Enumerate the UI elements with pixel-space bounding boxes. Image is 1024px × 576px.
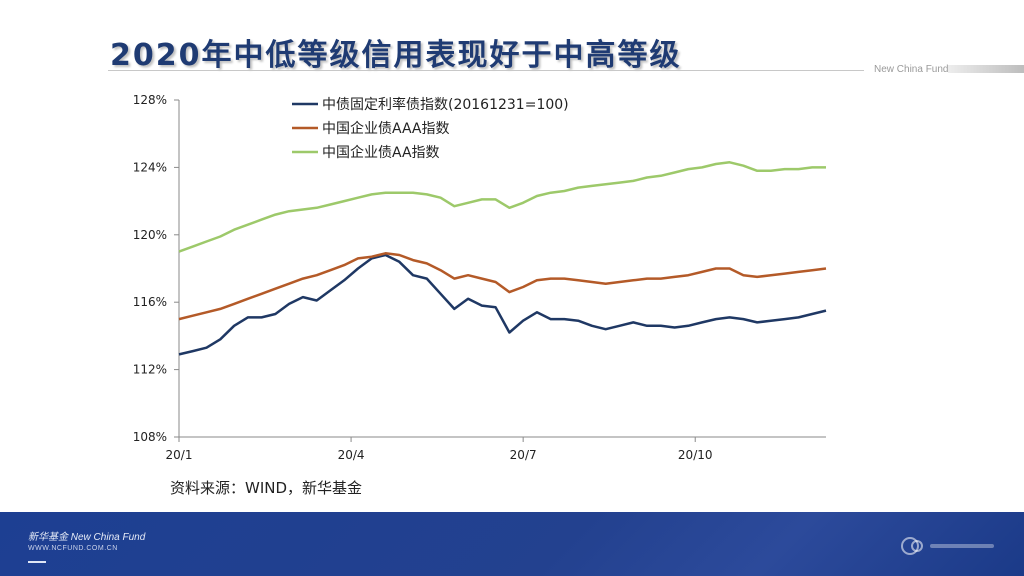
y-tick-label: 120% <box>133 228 167 242</box>
legend-label-1: 中债固定利率债指数(20161231=100) <box>322 96 569 113</box>
footer-dash <box>28 561 46 563</box>
y-tick-label: 108% <box>133 430 167 444</box>
brand-tag: New China Fund <box>874 64 949 75</box>
brand-tag-bar <box>948 65 1024 73</box>
footer-brand: 新华基金 New China Fund <box>28 532 146 543</box>
chart-series <box>178 161 827 356</box>
line-chart: 108% 112% 116% 120% 124% 128% 20/1 20/4 20/7 20/1… <box>133 93 827 462</box>
chart-legend: 中债固定利率债指数(20161231=100) 中国企业债AAA指数中国企业债AA… <box>292 96 569 161</box>
y-tick-label: 128% <box>133 93 167 107</box>
x-tick-label: 20/4 <box>338 448 365 462</box>
x-tick-label: 20/10 <box>678 448 713 462</box>
y-tick-label: 116% <box>133 295 167 309</box>
watermark-icon <box>901 537 994 555</box>
y-tick-label: 112% <box>133 363 167 377</box>
footer-bar: 新华基金 New China Fund WWW.NCFUND.COM.CN <box>0 512 1024 576</box>
y-tick-label: 124% <box>133 160 167 174</box>
legend-label-3: 中国企业债AA指数 <box>322 144 440 161</box>
series-line-3 <box>178 161 826 253</box>
series-line-1 <box>178 253 827 356</box>
x-tick-label: 20/7 <box>510 448 537 462</box>
footer-url: WWW.NCFUND.COM.CN <box>28 545 118 552</box>
chart-axes: 108% 112% 116% 120% 124% 128% 20/1 20/4 20/7 20/1… <box>133 93 826 462</box>
title-rule <box>108 70 864 71</box>
legend-label-2: 中国企业债AAA指数 <box>322 120 450 137</box>
series-line-2 <box>178 252 827 321</box>
source-note: 资料来源：WIND，新华基金 <box>170 479 363 497</box>
x-tick-label: 20/1 <box>166 448 193 462</box>
slide-title: 2020年中低等级信用表现好于中高等级 <box>110 38 682 73</box>
